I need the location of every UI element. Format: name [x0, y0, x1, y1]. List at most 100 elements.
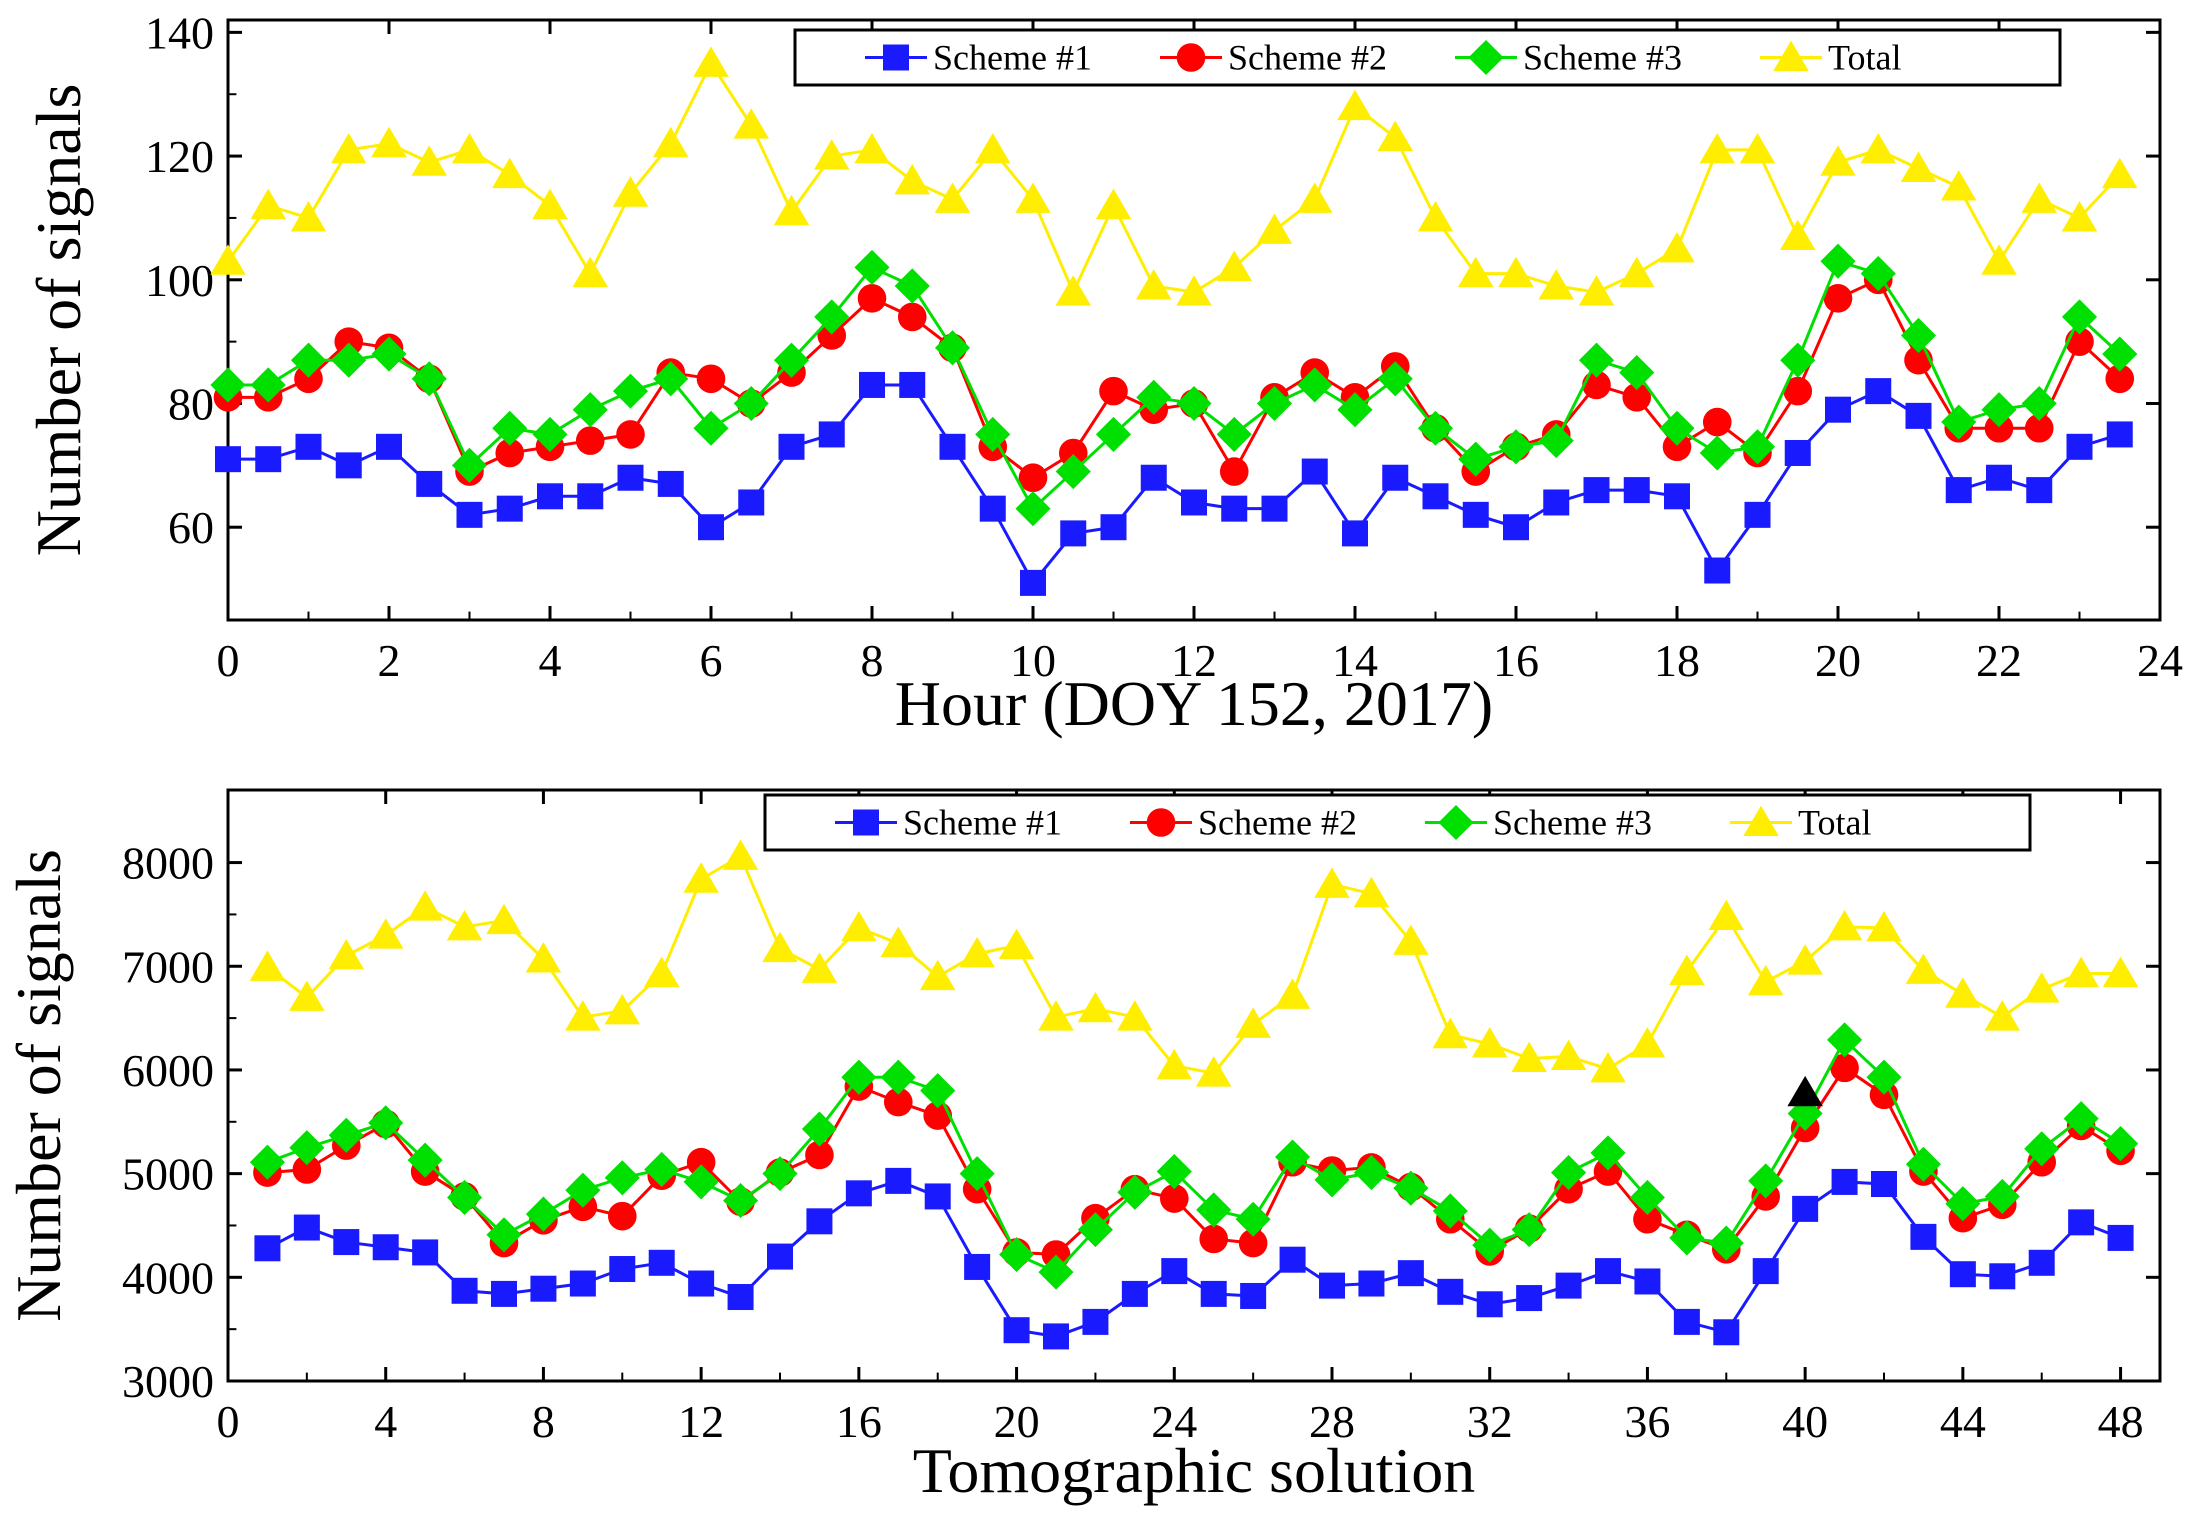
data-point — [2023, 972, 2060, 1003]
data-point — [975, 132, 1011, 164]
data-point — [411, 361, 447, 397]
data-point — [412, 1239, 439, 1266]
data-point — [371, 336, 407, 372]
data-point — [1825, 396, 1851, 423]
data-point — [653, 361, 689, 397]
data-point — [1989, 1263, 2016, 1290]
data-point — [1003, 1317, 1030, 1344]
data-point — [1905, 402, 1932, 429]
data-point — [1713, 1319, 1740, 1346]
data-point — [492, 157, 528, 189]
data-point — [2061, 299, 2098, 335]
data-point — [657, 470, 684, 497]
data-point — [939, 433, 966, 460]
data-point — [1945, 977, 1981, 1008]
data-point — [607, 1201, 637, 1231]
data-point — [1458, 441, 1494, 477]
y-tick-label: 3000 — [122, 1356, 214, 1407]
data-point — [1699, 132, 1735, 164]
legend-marker — [1743, 805, 1779, 837]
legend: Scheme #1 Scheme #2 Scheme #3 Total — [763, 793, 2032, 852]
data-point — [1941, 170, 1977, 201]
data-point — [2106, 421, 2133, 448]
x-tick-label: 44 — [1940, 1396, 1986, 1447]
data-point — [1060, 520, 1087, 547]
data-point — [577, 483, 604, 510]
legend-marker — [883, 44, 909, 71]
data-point — [818, 421, 845, 448]
x-axis-title: Hour (DOY 152, 2017) — [895, 668, 1493, 739]
data-point — [1669, 1220, 1705, 1256]
x-tick-label: 16 — [1493, 635, 1539, 686]
data-point — [372, 1234, 399, 1261]
data-point — [1820, 145, 1856, 176]
data-point — [1543, 489, 1570, 516]
data-point — [2063, 956, 2099, 988]
data-point — [335, 452, 362, 479]
data-point — [801, 952, 838, 983]
x-tick-label: 14 — [1332, 635, 1378, 686]
data-point — [1981, 392, 2017, 428]
data-point — [1827, 1022, 1863, 1058]
data-point — [617, 464, 644, 491]
x-tick-label: 32 — [1467, 1396, 1513, 1447]
data-point — [1219, 457, 1249, 486]
data-point — [1432, 1193, 1468, 1229]
x-tick-label: 20 — [1815, 635, 1861, 686]
legend-label: Scheme #1 — [933, 38, 1092, 78]
data-point — [643, 956, 680, 988]
data-point — [565, 1000, 601, 1031]
data-point — [456, 501, 483, 528]
data-point — [1159, 1184, 1189, 1213]
y-tick-label: 140 — [145, 7, 214, 58]
data-point — [371, 126, 407, 158]
data-point — [1301, 458, 1328, 485]
data-point — [1792, 1195, 1819, 1222]
data-point — [569, 1270, 596, 1297]
y-tick-label: 5000 — [122, 1149, 214, 1200]
data-point — [1860, 256, 1896, 292]
data-point — [1498, 429, 1534, 465]
data-point — [920, 1073, 956, 1109]
data-point — [773, 194, 810, 226]
data-point — [854, 249, 890, 285]
data-point — [1038, 1254, 1074, 1290]
data-point — [919, 959, 956, 991]
data-point — [532, 188, 568, 220]
data-point — [1240, 1282, 1267, 1309]
data-point — [1619, 355, 1655, 391]
data-point — [1261, 495, 1288, 522]
data-point — [1619, 256, 1655, 288]
legend-label: Scheme #2 — [1198, 803, 1357, 843]
data-point — [1673, 1308, 1700, 1335]
data-point — [249, 1144, 285, 1180]
legend-box — [793, 28, 2062, 87]
data-point — [1910, 1223, 1937, 1250]
data-point — [451, 1277, 478, 1304]
data-point — [331, 342, 367, 378]
data-point — [1314, 1162, 1350, 1198]
data-point — [1055, 275, 1091, 306]
data-point — [696, 364, 726, 394]
data-point — [1471, 1027, 1508, 1058]
data-point — [1337, 392, 1373, 428]
data-point — [899, 371, 926, 398]
data-point — [2021, 385, 2057, 422]
data-point — [1633, 1204, 1662, 1234]
x-tick-label: 22 — [1976, 635, 2022, 686]
data-point — [525, 1196, 561, 1232]
data-point — [1140, 464, 1167, 491]
data-point — [897, 302, 927, 332]
data-point — [376, 433, 402, 460]
data-point — [575, 426, 605, 455]
y-tick-label: 100 — [145, 255, 214, 306]
x-tick-label: 24 — [1151, 1396, 1197, 1447]
x-tick-label: 4 — [374, 1396, 397, 1447]
data-point — [738, 489, 765, 516]
data-point — [1058, 438, 1088, 468]
x-tick-label: 40 — [1782, 1396, 1828, 1447]
data-point — [1900, 317, 1937, 354]
series-scheme-3 — [249, 1022, 2139, 1290]
data-point — [328, 938, 365, 970]
